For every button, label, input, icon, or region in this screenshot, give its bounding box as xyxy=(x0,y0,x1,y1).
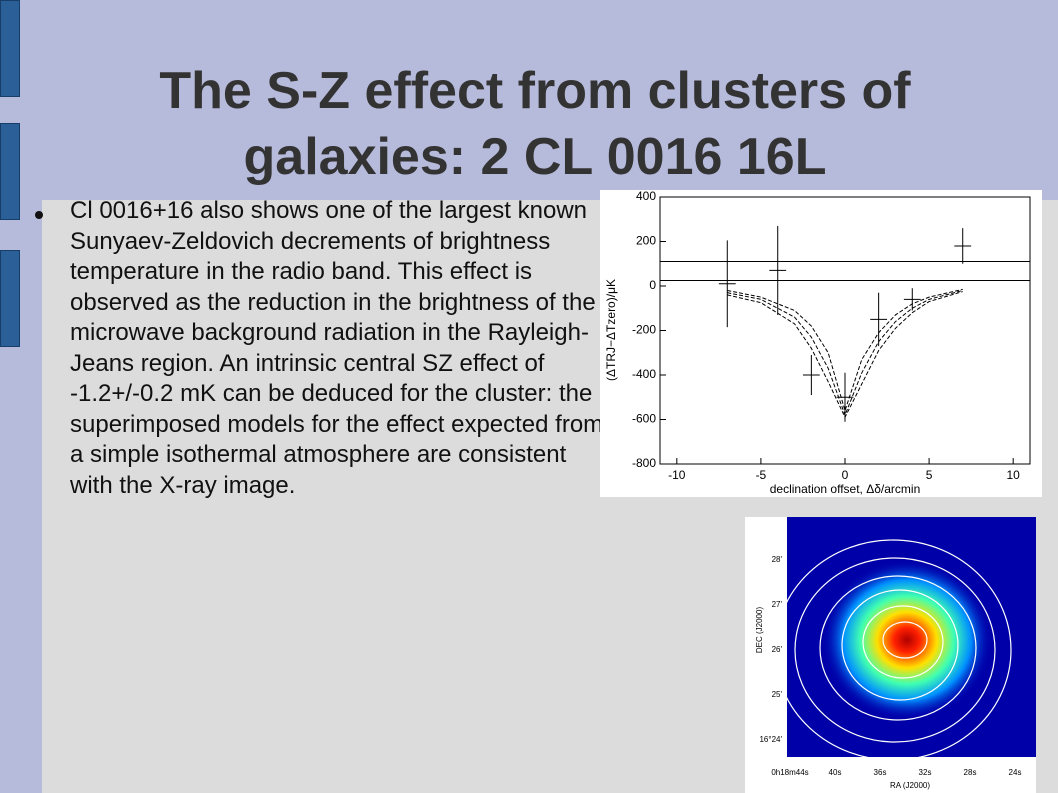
y-axis-label: (ΔTRJ−ΔTzero)/μK xyxy=(604,279,618,381)
model-curve xyxy=(727,288,963,413)
x-tick-label: -5 xyxy=(756,468,767,482)
title-band xyxy=(0,0,1058,200)
y-tick-label: -800 xyxy=(632,456,656,470)
model-curve xyxy=(727,289,963,417)
xray-emission xyxy=(822,560,992,720)
y-tick-label: 400 xyxy=(636,189,656,203)
bullet-text: Cl 0016+16 also shows one of the largest… xyxy=(70,197,604,499)
x-axis-label: declination offset, Δδ/arcmin xyxy=(770,482,921,496)
y-tick-label: 0 xyxy=(649,278,656,292)
y-tick-label: -400 xyxy=(632,367,656,381)
ra-label: 36s xyxy=(874,768,887,777)
x-tick-label: 0 xyxy=(842,468,849,482)
x-tick-label: 10 xyxy=(1007,468,1021,482)
y-tick-label: -600 xyxy=(632,412,656,426)
dec-label: 26' xyxy=(772,645,783,654)
plot-panel xyxy=(600,190,1042,497)
ra-label: 28s xyxy=(964,768,977,777)
dec-label: 25' xyxy=(772,690,783,699)
contours xyxy=(774,539,1012,761)
y-tick-label: -200 xyxy=(632,323,656,337)
dec-label: 16°24' xyxy=(759,735,782,744)
y-tick-label: 200 xyxy=(636,234,656,248)
tab xyxy=(0,0,20,97)
x-tick-label: -10 xyxy=(668,468,686,482)
model-curve xyxy=(727,291,963,419)
ra-label: 40s xyxy=(829,768,842,777)
tab xyxy=(0,123,20,220)
ra-label: 24s xyxy=(1009,768,1022,777)
bullet-dot xyxy=(35,211,43,219)
x-tick-label: 5 xyxy=(926,468,933,482)
dec-label: 27' xyxy=(772,600,783,609)
dec-label: 28' xyxy=(772,555,783,564)
ra-label: 0h18m44s xyxy=(771,768,808,777)
slide-title: The S-Z effect from clusters of galaxies… xyxy=(159,62,911,186)
tab xyxy=(0,250,20,347)
ra-label: 32s xyxy=(919,768,932,777)
dec-title: DEC (J2000) xyxy=(755,607,764,654)
ra-title: RA (J2000) xyxy=(890,781,930,790)
